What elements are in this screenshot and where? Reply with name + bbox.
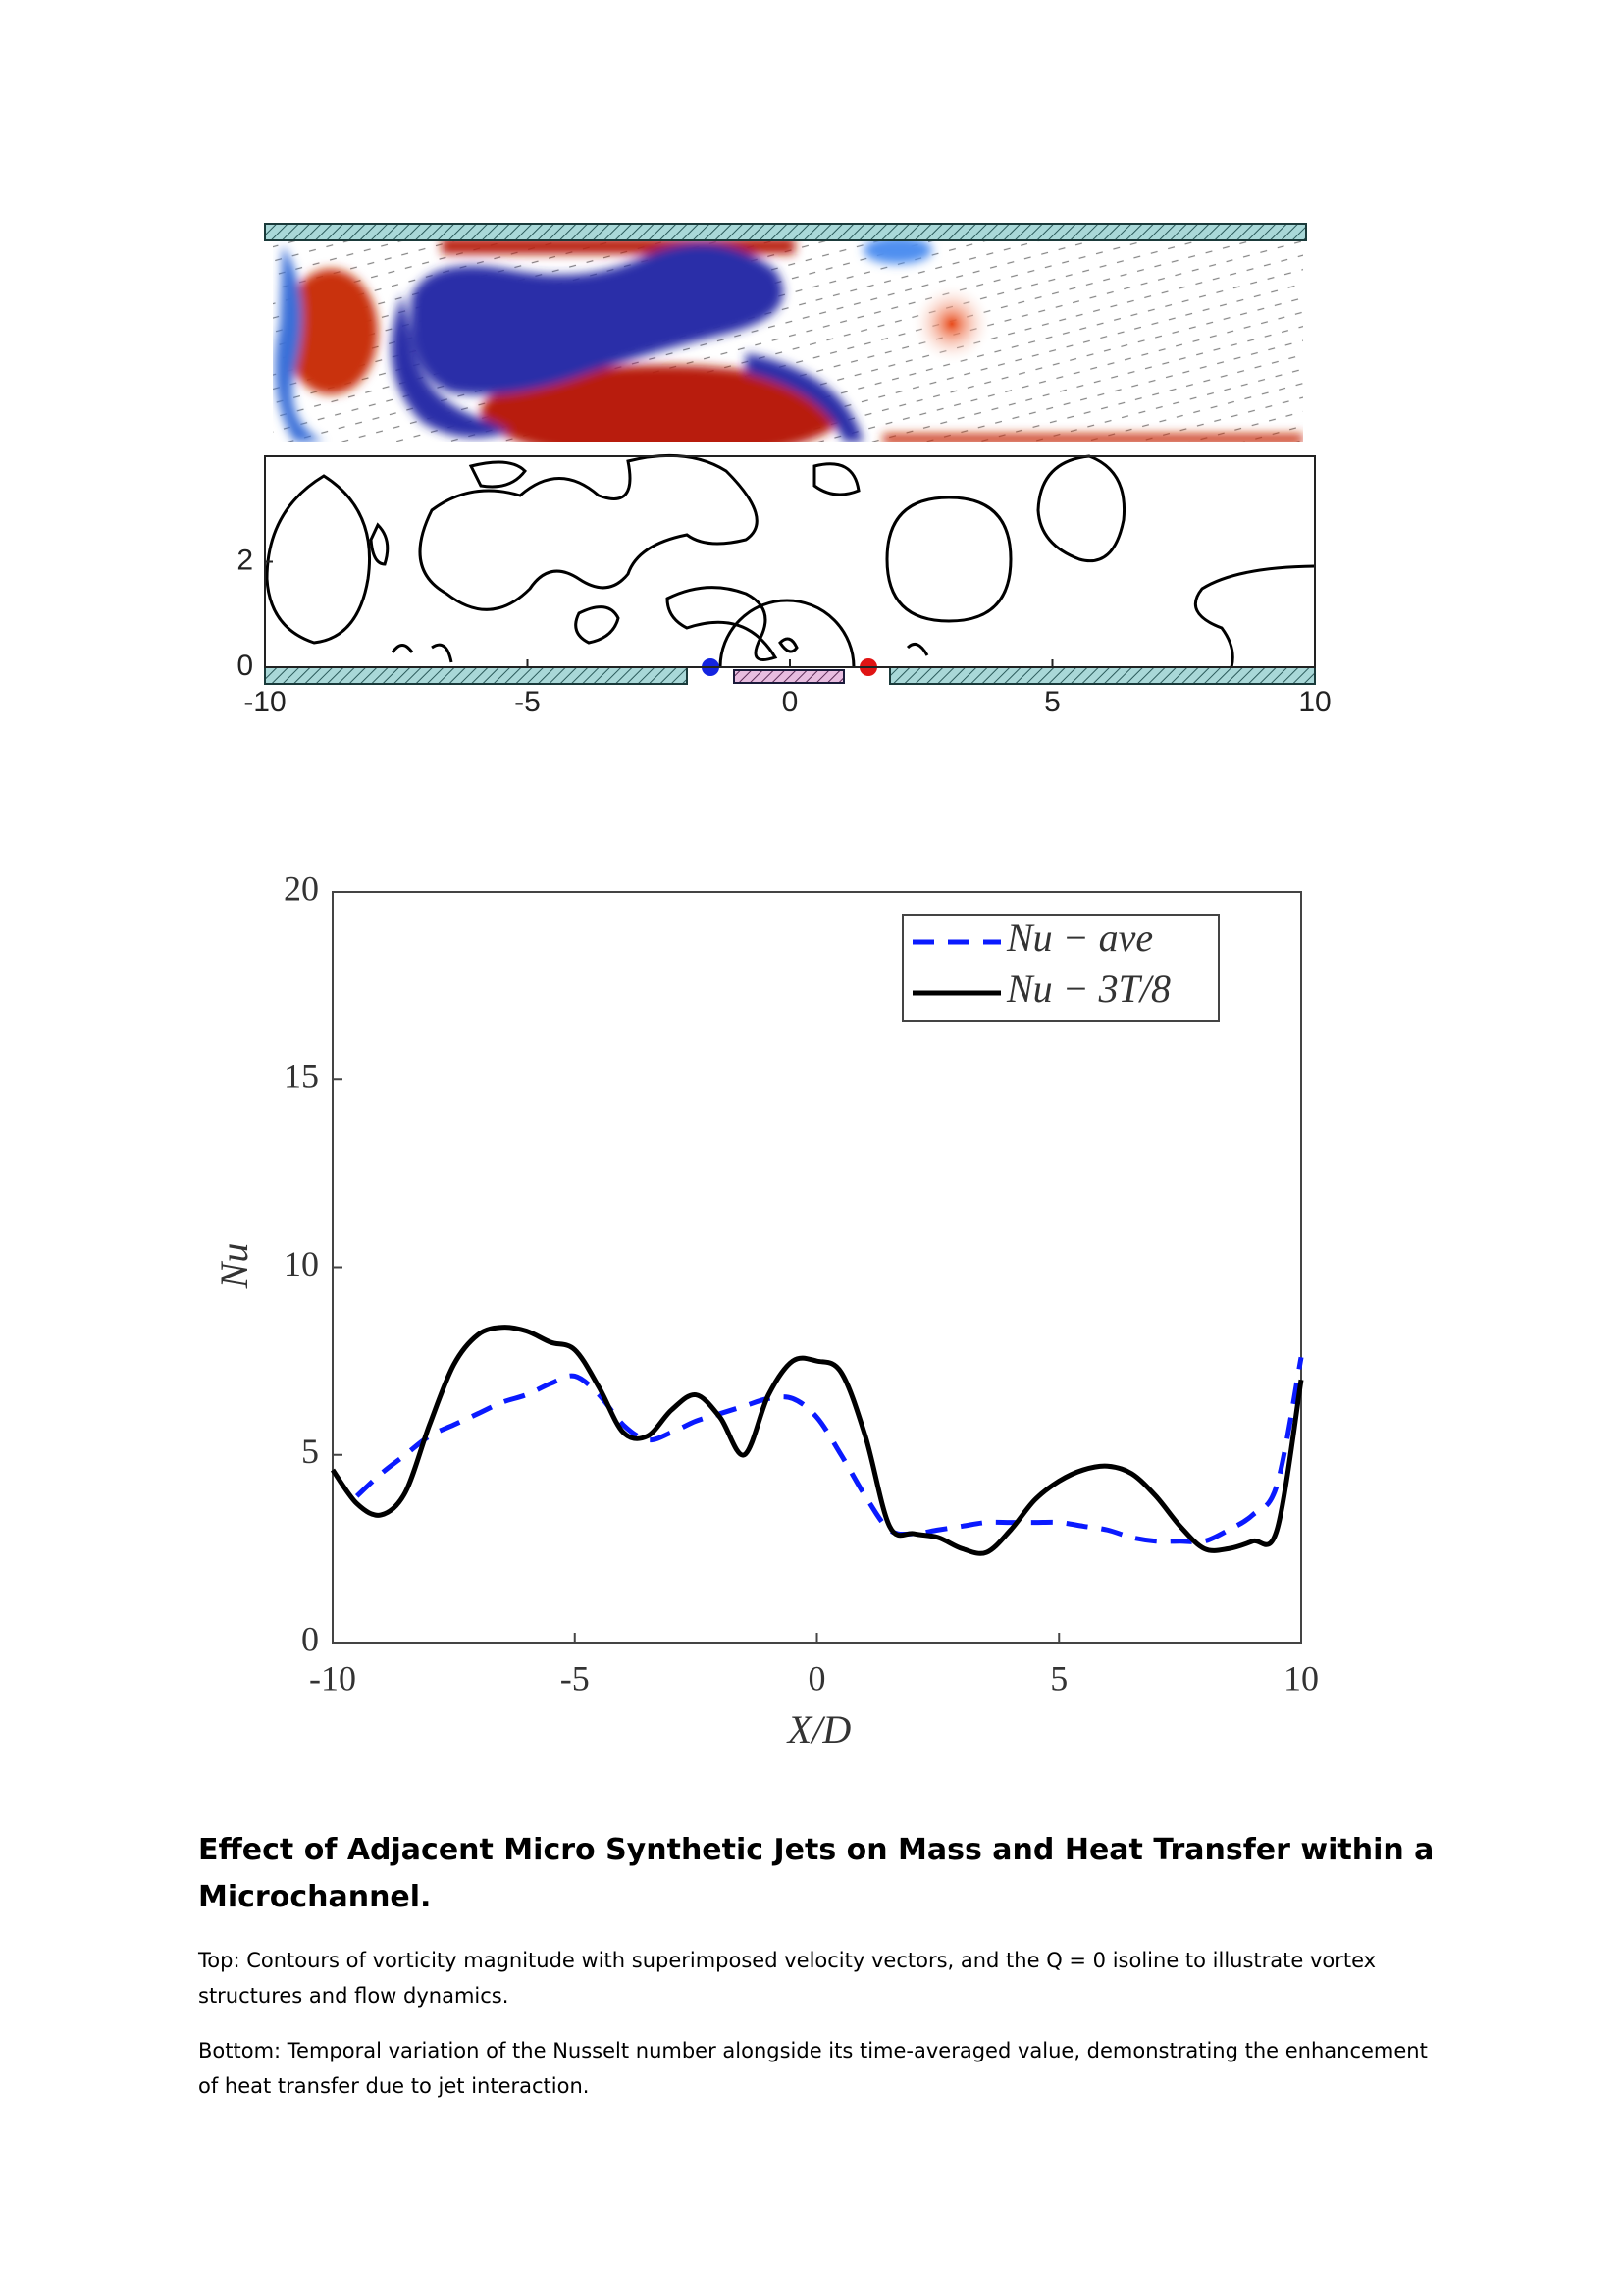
y-axis-label: Nu bbox=[212, 1243, 256, 1290]
figures: X/D Nu -10 -5 0 5 10 0 2 -10 -5 0 5 10 0 5 10 15 20 Nu − … bbox=[212, 223, 1332, 1751]
x-tick-label: 0 bbox=[782, 686, 799, 718]
y-tick-label: 5 bbox=[301, 1432, 319, 1471]
q-isolines bbox=[265, 453, 1316, 668]
legend-label: Nu − ave bbox=[1006, 915, 1153, 960]
y-tick-label: 0 bbox=[301, 1619, 319, 1658]
x-tick-label: 5 bbox=[1050, 1658, 1068, 1697]
y-tick-label: 10 bbox=[284, 1244, 319, 1283]
x-axis-label: X/D bbox=[786, 1707, 852, 1751]
x-tick-label: 10 bbox=[1298, 686, 1331, 718]
y-tick-label: 2 bbox=[236, 544, 253, 576]
x-tick-label: -10 bbox=[309, 1658, 356, 1697]
legend-label: Nu − 3T/8 bbox=[1006, 966, 1171, 1011]
caption: Effect of Adjacent Micro Synthetic Jets … bbox=[198, 1827, 1435, 2123]
caption-title: Effect of Adjacent Micro Synthetic Jets … bbox=[198, 1833, 1435, 1914]
series-line bbox=[354, 1356, 1304, 1545]
caption-paragraph: Bottom: Temporal variation of the Nussel… bbox=[198, 2039, 1428, 2098]
legend: Nu − ave Nu − 3T/8 bbox=[902, 914, 1220, 1022]
y-tick-label: 15 bbox=[284, 1057, 319, 1096]
bottom-wall-left bbox=[264, 666, 688, 685]
caption-paragraph: Top: Contours of vorticity magnitude wit… bbox=[198, 1949, 1377, 2008]
x-tick-label: 10 bbox=[1283, 1658, 1319, 1697]
x-tick-label: 0 bbox=[809, 1658, 826, 1697]
jet-cavity bbox=[733, 669, 845, 684]
vorticity-field bbox=[273, 240, 1303, 442]
top-wall bbox=[264, 223, 1307, 241]
legend-box bbox=[902, 914, 1220, 1022]
bottom-wall-right bbox=[889, 666, 1316, 685]
y-tick-label: 0 bbox=[236, 650, 253, 682]
x-tick-label: -10 bbox=[243, 686, 286, 718]
x-tick-label: -5 bbox=[514, 686, 541, 718]
x-tick-label: -5 bbox=[560, 1658, 590, 1697]
y-tick-label: 20 bbox=[284, 868, 319, 908]
x-tick-label: 5 bbox=[1044, 686, 1061, 718]
series-line bbox=[330, 1325, 1304, 1556]
